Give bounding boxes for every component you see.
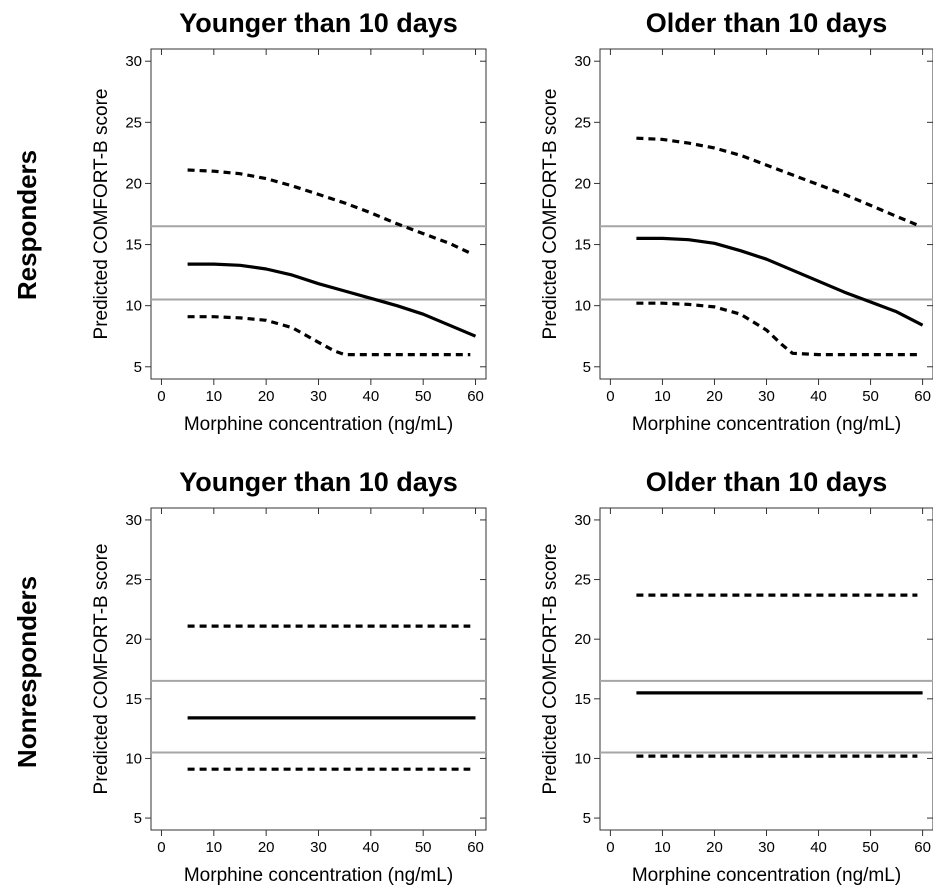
chart-2-y-tick-label-15: 15: [574, 237, 591, 254]
chart-1-series-lower: [187, 315, 471, 357]
chart-1-x-tick-label-50: 50: [415, 388, 432, 405]
chart-3-x-axis-label: Morphine concentration (ng/mL): [184, 865, 453, 886]
chart-4-title: Older than 10 days: [646, 467, 888, 497]
chart-3-title: Younger than 10 days: [179, 467, 458, 497]
chart-2-title: Older than 10 days: [646, 8, 888, 38]
chart-2-x-axis-label: Morphine concentration (ng/mL): [632, 414, 901, 435]
chart-2-series-lower: [636, 301, 918, 357]
chart-panel-1: 5 10 15 20 25 30 0 10 20 30 40 50 60 Younger than 10 …: [91, 8, 487, 435]
chart-4-x-tick-label-40: 40: [810, 839, 827, 856]
chart-1-y-tick-label-25: 25: [125, 114, 142, 131]
chart-1-series-upper: [187, 168, 471, 255]
chart-1-x-tick-label-20: 20: [258, 388, 275, 405]
chart-1-x-tick-label-40: 40: [363, 388, 380, 405]
chart-4-y-axis-label: Predicted COMFORT-B score: [540, 544, 561, 795]
chart-2-y-tick-label-5: 5: [583, 359, 591, 376]
chart-1-title: Younger than 10 days: [179, 8, 458, 38]
chart-1-x-tick-label-10: 10: [205, 388, 222, 405]
chart-3-x-tick-label-60: 60: [467, 839, 484, 856]
chart-2-x-tick-label-50: 50: [862, 388, 879, 405]
chart-3-y-tick-label-5: 5: [134, 810, 142, 827]
chart-2-series-estimate: [636, 236, 924, 327]
chart-1-y-tick-label-5: 5: [134, 359, 142, 376]
chart-2-y-tick-label-30: 30: [574, 53, 591, 70]
chart-4-x-tick-label-60: 60: [914, 839, 931, 856]
chart-2-y-tick-label-25: 25: [574, 114, 591, 131]
chart-3-x-tick-label-20: 20: [258, 839, 275, 856]
chart-1-y-tick-label-30: 30: [125, 53, 142, 70]
chart-3-x-tick-label-50: 50: [415, 839, 432, 856]
chart-3-x-tick-label-0: 0: [157, 839, 165, 856]
chart-4-x-axis-label: Morphine concentration (ng/mL): [632, 865, 901, 886]
row-label-nonresponders: Nonresponders: [12, 576, 42, 768]
chart-1-y-tick-label-15: 15: [125, 237, 142, 254]
chart-1-y-tick-label-10: 10: [125, 298, 142, 315]
chart-1-x-tick-label-30: 30: [310, 388, 327, 405]
chart-1-x-tick-label-0: 0: [157, 388, 165, 405]
chart-4-x-tick-label-30: 30: [758, 839, 775, 856]
chart-4-x-tick-label-10: 10: [654, 839, 671, 856]
chart-3-y-tick-label-30: 30: [125, 512, 142, 529]
chart-4-x-tick-label-20: 20: [706, 839, 723, 856]
chart-2-series-upper: [636, 136, 919, 227]
chart-1-series-estimate: [187, 262, 477, 338]
chart-2-x-tick-label-40: 40: [810, 388, 827, 405]
chart-2-y-tick-label-10: 10: [574, 298, 591, 315]
chart-3-y-tick-label-10: 10: [125, 750, 142, 767]
chart-2-x-tick-label-0: 0: [606, 388, 614, 405]
chart-3-x-tick-label-30: 30: [310, 839, 327, 856]
chart-4-x-tick-label-0: 0: [606, 839, 614, 856]
chart-1-x-axis-label: Morphine concentration (ng/mL): [184, 414, 453, 435]
row-label-responders: Responders: [12, 150, 42, 300]
chart-4-y-tick-label-10: 10: [574, 750, 591, 767]
chart-1-x-tick-label-60: 60: [467, 388, 484, 405]
chart-3-plot-frame: [150, 507, 487, 831]
chart-4-y-tick-label-5: 5: [583, 810, 591, 827]
chart-3-y-tick-label-20: 20: [125, 631, 142, 648]
chart-4-x-tick-label-50: 50: [862, 839, 879, 856]
chart-panel-4: 5 10 15 20 25 30 0 10 20 30 40 50 60 Older than 10 da…: [540, 467, 933, 886]
chart-2-x-tick-label-20: 20: [706, 388, 723, 405]
chart-2-x-tick-label-10: 10: [654, 388, 671, 405]
chart-3-y-tick-label-15: 15: [125, 691, 142, 708]
chart-4-y-tick-label-25: 25: [574, 572, 591, 589]
chart-3-y-axis-label: Predicted COMFORT-B score: [91, 544, 112, 795]
chart-4-y-tick-label-30: 30: [574, 512, 591, 529]
chart-3-y-tick-label-25: 25: [125, 572, 142, 589]
chart-3-x-tick-label-40: 40: [363, 839, 380, 856]
chart-4-plot-frame: [599, 507, 933, 831]
chart-4-y-tick-label-15: 15: [574, 691, 591, 708]
chart-3-x-tick-label-10: 10: [205, 839, 222, 856]
chart-1-y-tick-label-20: 20: [125, 175, 142, 192]
chart-panel-3: 5 10 15 20 25 30 0 10 20 30 40 50 60 Younger than 10 …: [91, 467, 487, 886]
chart-2-y-axis-label: Predicted COMFORT-B score: [540, 89, 561, 340]
chart-1-y-axis-label: Predicted COMFORT-B score: [91, 89, 112, 340]
chart-2-x-tick-label-60: 60: [914, 388, 931, 405]
chart-2-y-tick-label-20: 20: [574, 175, 591, 192]
chart-panel-2: 5 10 15 20 25 30 0 10 20 30 40 50 60 Older than 10 da…: [540, 8, 933, 435]
chart-1-plot-frame: [150, 48, 487, 380]
chart-4-y-tick-label-20: 20: [574, 631, 591, 648]
chart-2-x-tick-label-30: 30: [758, 388, 775, 405]
